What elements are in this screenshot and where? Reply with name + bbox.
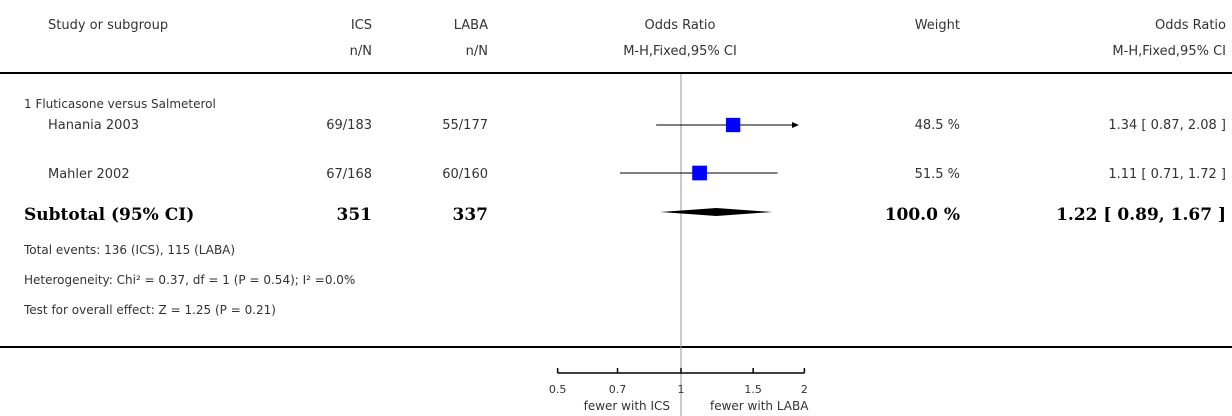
subtotal-ci: 1.22 [ 0.89, 1.67 ] <box>1056 205 1226 225</box>
subtotal-ics: 351 <box>336 205 373 225</box>
subgroup-title: 1 Fluticasone versus Salmeterol <box>24 97 216 111</box>
axis-divider <box>0 346 1232 348</box>
header-or-text: Odds Ratio <box>1154 18 1226 33</box>
study-laba: 60/160 <box>442 167 488 182</box>
study-laba: 55/177 <box>442 118 488 133</box>
header-laba: LABA <box>453 18 488 33</box>
overall-effect: Test for overall effect: Z = 1.25 (P = 0… <box>24 303 276 317</box>
subtotal-label: Subtotal (95% CI) <box>24 205 195 225</box>
subtotal-laba: 337 <box>452 205 489 225</box>
header-ics-sub: n/N <box>349 44 372 59</box>
header-laba-sub: n/N <box>465 44 488 59</box>
study-name: Mahler 2002 <box>48 167 130 182</box>
header-or-plot-sub: M-H,Fixed,95% CI <box>623 44 737 59</box>
pooled-diamond <box>660 208 773 216</box>
x-tick-label: 0.5 <box>549 383 567 396</box>
x-tick-label: 0.7 <box>609 383 627 396</box>
favours-left: fewer with ICS <box>583 399 670 413</box>
study-ics: 69/183 <box>326 118 372 133</box>
point-estimate-marker <box>725 117 741 133</box>
study-weight: 51.5 % <box>914 167 960 182</box>
header-study: Study or subgroup <box>48 18 169 33</box>
study-weight: 48.5 % <box>914 118 960 133</box>
study-name: Hanania 2003 <box>48 118 139 133</box>
subtotal-weight: 100.0 % <box>884 205 960 225</box>
study-ci: 1.34 [ 0.87, 2.08 ] <box>1108 118 1226 133</box>
study-ci: 1.11 [ 0.71, 1.72 ] <box>1108 167 1226 182</box>
header-weight: Weight <box>914 18 960 33</box>
header-or-plot: Odds Ratio <box>644 18 716 33</box>
x-tick-label: 2 <box>801 383 808 396</box>
header-divider <box>0 72 1232 74</box>
favours-right: fewer with LABA <box>710 399 809 413</box>
study-ics: 67/168 <box>326 167 372 182</box>
x-tick-label: 1.5 <box>744 383 762 396</box>
header-ics: ICS <box>350 18 372 33</box>
heterogeneity: Heterogeneity: Chi² = 0.37, df = 1 (P = … <box>24 273 356 287</box>
header-or-text-sub: M-H,Fixed,95% CI <box>1112 44 1226 59</box>
ci-arrow <box>792 122 799 128</box>
point-estimate-marker <box>692 165 707 181</box>
x-tick-label: 1 <box>678 383 685 396</box>
total-events: Total events: 136 (ICS), 115 (LABA) <box>24 243 236 257</box>
